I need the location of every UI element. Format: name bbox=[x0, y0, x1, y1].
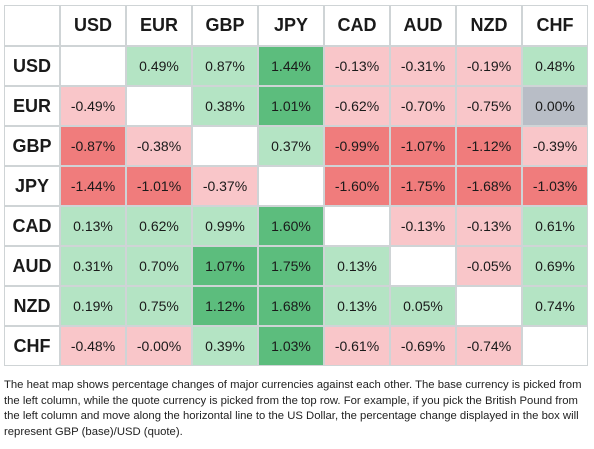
row-header-chf: CHF bbox=[4, 326, 60, 366]
heatmap-cell-eur-nzd: -0.75% bbox=[456, 86, 522, 126]
column-header-gbp: GBP bbox=[192, 5, 258, 46]
heatmap-cell-gbp-eur: -0.38% bbox=[126, 126, 192, 166]
column-header-jpy: JPY bbox=[258, 5, 324, 46]
heatmap-cell-jpy-chf: -1.03% bbox=[522, 166, 588, 206]
heatmap-cell-usd-chf: 0.48% bbox=[522, 46, 588, 86]
row-header-usd: USD bbox=[4, 46, 60, 86]
heatmap-cell-nzd-nzd bbox=[456, 286, 522, 326]
row-header-cad: CAD bbox=[4, 206, 60, 246]
heatmap-cell-chf-usd: -0.48% bbox=[60, 326, 126, 366]
heatmap-cell-aud-usd: 0.31% bbox=[60, 246, 126, 286]
heatmap-cell-aud-aud bbox=[390, 246, 456, 286]
row-header-gbp: GBP bbox=[4, 126, 60, 166]
column-header-nzd: NZD bbox=[456, 5, 522, 46]
heatmap-cell-jpy-aud: -1.75% bbox=[390, 166, 456, 206]
heatmap-cell-cad-nzd: -0.13% bbox=[456, 206, 522, 246]
heatmap-cell-cad-gbp: 0.99% bbox=[192, 206, 258, 246]
heatmap-cell-eur-usd: -0.49% bbox=[60, 86, 126, 126]
heatmap-cell-cad-aud: -0.13% bbox=[390, 206, 456, 246]
heatmap-cell-aud-jpy: 1.75% bbox=[258, 246, 324, 286]
heatmap-cell-chf-nzd: -0.74% bbox=[456, 326, 522, 366]
heatmap-cell-nzd-jpy: 1.68% bbox=[258, 286, 324, 326]
heatmap-cell-eur-gbp: 0.38% bbox=[192, 86, 258, 126]
heatmap-cell-gbp-cad: -0.99% bbox=[324, 126, 390, 166]
heatmap-cell-gbp-usd: -0.87% bbox=[60, 126, 126, 166]
heatmap-cell-gbp-jpy: 0.37% bbox=[258, 126, 324, 166]
heatmap-cell-aud-nzd: -0.05% bbox=[456, 246, 522, 286]
heatmap-cell-nzd-chf: 0.74% bbox=[522, 286, 588, 326]
heatmap-cell-nzd-gbp: 1.12% bbox=[192, 286, 258, 326]
heatmap-cell-jpy-jpy bbox=[258, 166, 324, 206]
heatmap-cell-cad-jpy: 1.60% bbox=[258, 206, 324, 246]
heatmap-cell-usd-jpy: 1.44% bbox=[258, 46, 324, 86]
heatmap-cell-gbp-nzd: -1.12% bbox=[456, 126, 522, 166]
column-header-aud: AUD bbox=[390, 5, 456, 46]
heatmap-cell-aud-eur: 0.70% bbox=[126, 246, 192, 286]
heatmap-cell-usd-usd bbox=[60, 46, 126, 86]
heatmap-cell-eur-jpy: 1.01% bbox=[258, 86, 324, 126]
column-header-cad: CAD bbox=[324, 5, 390, 46]
heatmap-cell-jpy-cad: -1.60% bbox=[324, 166, 390, 206]
row-header-nzd: NZD bbox=[4, 286, 60, 326]
heatmap-cell-chf-jpy: 1.03% bbox=[258, 326, 324, 366]
heatmap-cell-gbp-aud: -1.07% bbox=[390, 126, 456, 166]
column-header-eur: EUR bbox=[126, 5, 192, 46]
heatmap-cell-usd-nzd: -0.19% bbox=[456, 46, 522, 86]
heatmap-cell-nzd-aud: 0.05% bbox=[390, 286, 456, 326]
heatmap-cell-jpy-eur: -1.01% bbox=[126, 166, 192, 206]
heatmap-cell-eur-chf: 0.00% bbox=[522, 86, 588, 126]
heatmap-cell-cad-usd: 0.13% bbox=[60, 206, 126, 246]
heatmap-cell-gbp-chf: -0.39% bbox=[522, 126, 588, 166]
heatmap-cell-chf-chf bbox=[522, 326, 588, 366]
heatmap-cell-usd-aud: -0.31% bbox=[390, 46, 456, 86]
heatmap-cell-gbp-gbp bbox=[192, 126, 258, 166]
heatmap-cell-chf-eur: -0.00% bbox=[126, 326, 192, 366]
heatmap-cell-eur-cad: -0.62% bbox=[324, 86, 390, 126]
heatmap-cell-usd-cad: -0.13% bbox=[324, 46, 390, 86]
row-header-eur: EUR bbox=[4, 86, 60, 126]
column-header-usd: USD bbox=[60, 5, 126, 46]
heatmap-cell-nzd-cad: 0.13% bbox=[324, 286, 390, 326]
heatmap-caption: The heat map shows percentage changes of… bbox=[4, 379, 582, 438]
heatmap-cell-nzd-eur: 0.75% bbox=[126, 286, 192, 326]
heatmap-cell-aud-chf: 0.69% bbox=[522, 246, 588, 286]
heatmap-cell-eur-eur bbox=[126, 86, 192, 126]
heatmap-cell-jpy-usd: -1.44% bbox=[60, 166, 126, 206]
heatmap-cell-jpy-gbp: -0.37% bbox=[192, 166, 258, 206]
heatmap-cell-chf-cad: -0.61% bbox=[324, 326, 390, 366]
heatmap-cell-jpy-nzd: -1.68% bbox=[456, 166, 522, 206]
heatmap-cell-cad-cad bbox=[324, 206, 390, 246]
row-header-aud: AUD bbox=[4, 246, 60, 286]
heatmap-cell-usd-gbp: 0.87% bbox=[192, 46, 258, 86]
heatmap-cell-chf-aud: -0.69% bbox=[390, 326, 456, 366]
row-header-jpy: JPY bbox=[4, 166, 60, 206]
currency-heatmap: USD EUR GBP JPY CAD AUD NZD CHF USD 0.49% 0.87% 1.4… bbox=[4, 5, 590, 366]
heatmap-cell-chf-gbp: 0.39% bbox=[192, 326, 258, 366]
heatmap-cell-usd-eur: 0.49% bbox=[126, 46, 192, 86]
heatmap-corner bbox=[4, 5, 60, 46]
heatmap-cell-cad-chf: 0.61% bbox=[522, 206, 588, 246]
column-header-chf: CHF bbox=[522, 5, 588, 46]
heatmap-cell-eur-aud: -0.70% bbox=[390, 86, 456, 126]
heatmap-cell-aud-cad: 0.13% bbox=[324, 246, 390, 286]
heatmap-cell-nzd-usd: 0.19% bbox=[60, 286, 126, 326]
heatmap-cell-cad-eur: 0.62% bbox=[126, 206, 192, 246]
heatmap-cell-aud-gbp: 1.07% bbox=[192, 246, 258, 286]
